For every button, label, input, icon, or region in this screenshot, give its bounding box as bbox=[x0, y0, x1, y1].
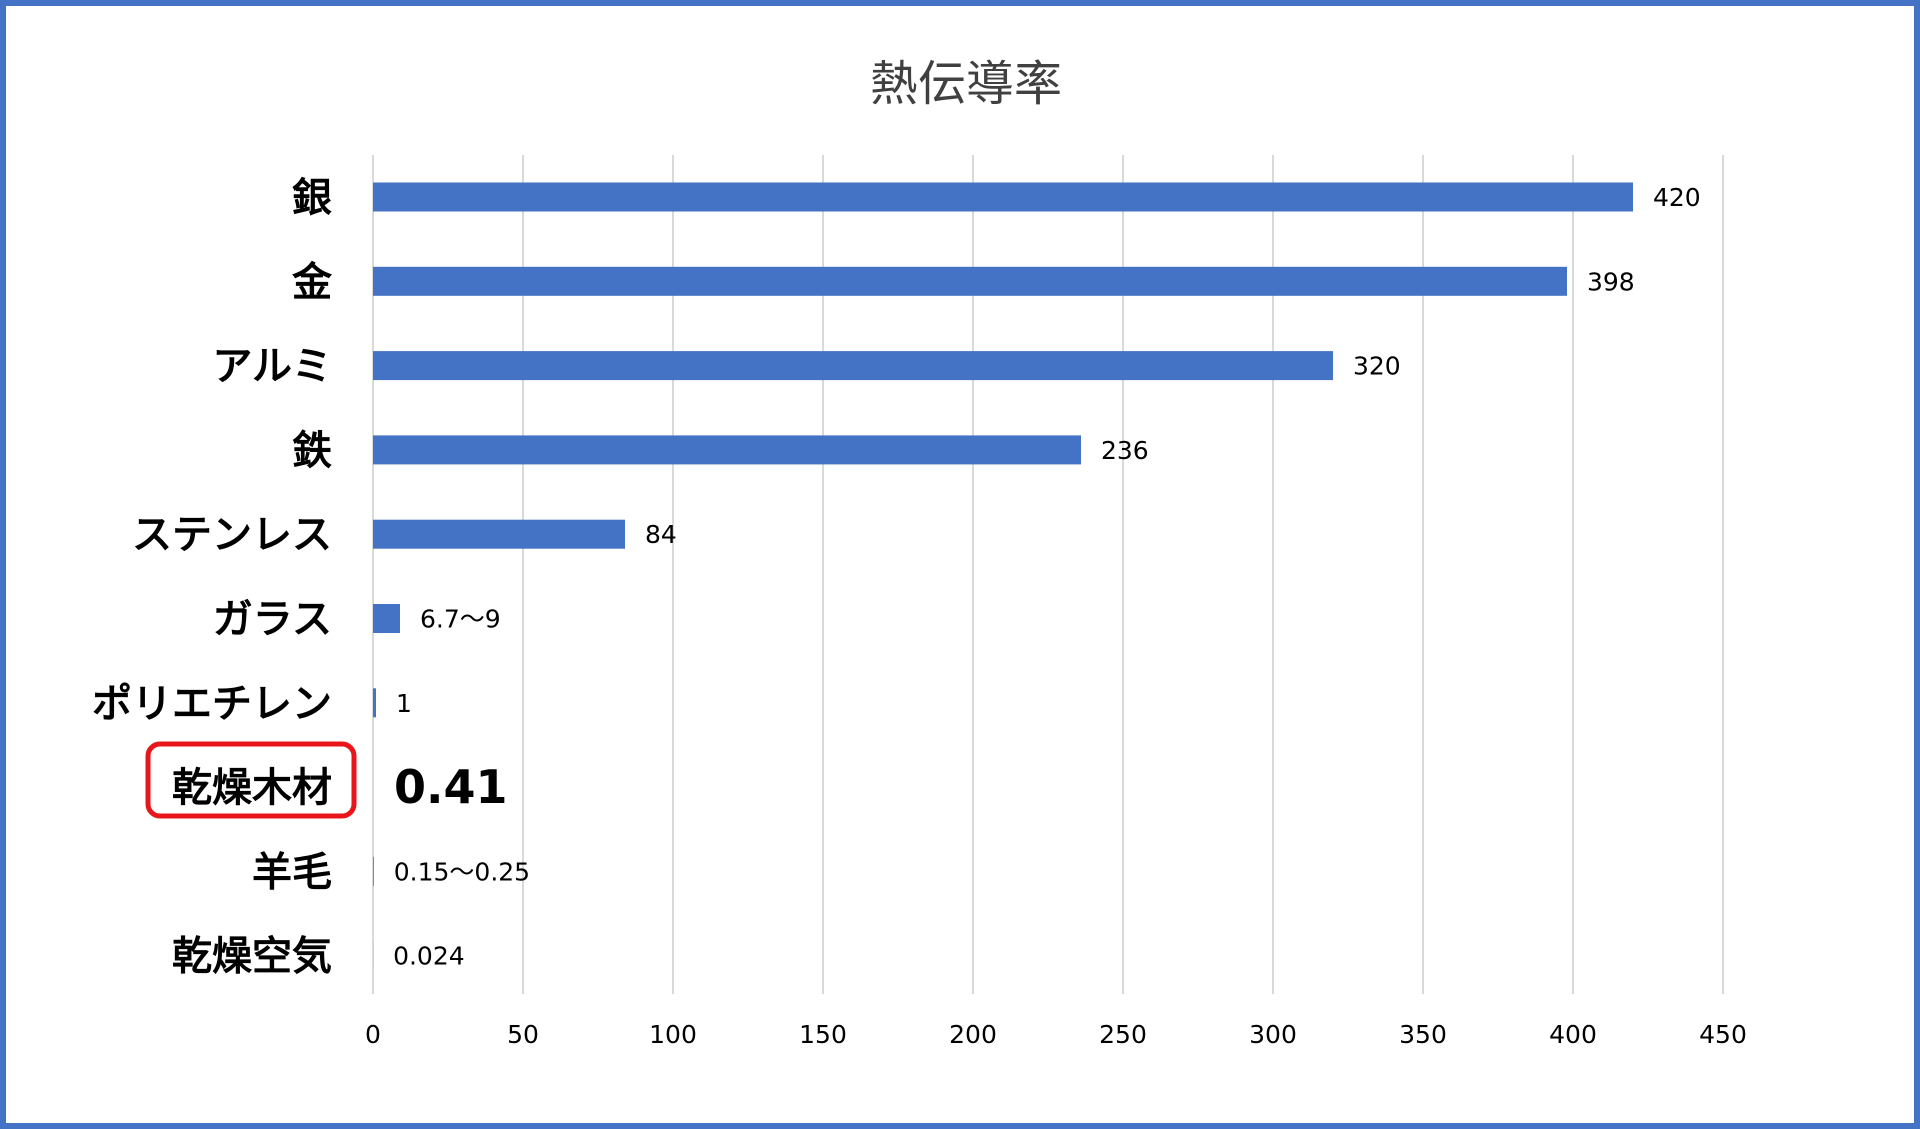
data-labels: 420 398 320 236 84 6.7～9 1 0.41 0.15～0.25 0.024 bbox=[393, 183, 1701, 971]
bar bbox=[373, 266, 1567, 296]
x-tick-label: 0 bbox=[365, 1020, 381, 1049]
data-label: 0.15～0.25 bbox=[394, 857, 530, 886]
x-tick-label: 50 bbox=[507, 1020, 539, 1049]
x-tick-label: 200 bbox=[949, 1020, 997, 1049]
chart-plot: 420 398 320 236 84 6.7～9 1 0.41 0.15～0.25 0.024 銀… bbox=[92, 155, 1747, 1049]
category-label: ステンレス bbox=[132, 512, 332, 558]
x-tick-label: 450 bbox=[1699, 1020, 1747, 1049]
bar bbox=[373, 182, 1633, 212]
bar bbox=[373, 435, 1081, 465]
data-label: 398 bbox=[1587, 267, 1635, 296]
x-tick-label: 150 bbox=[799, 1020, 847, 1049]
x-tick-label: 100 bbox=[649, 1020, 697, 1049]
category-label: アルミ bbox=[212, 344, 332, 390]
highlighted-data-label: 0.41 bbox=[394, 760, 508, 814]
data-label: 320 bbox=[1353, 352, 1401, 381]
category-label: 乾燥木材 bbox=[172, 765, 332, 811]
bar bbox=[373, 604, 400, 633]
bar bbox=[373, 688, 376, 718]
data-label: 420 bbox=[1653, 183, 1701, 212]
category-label: ポリエチレン bbox=[92, 681, 332, 727]
data-label: 1 bbox=[396, 689, 412, 718]
bar bbox=[373, 351, 1333, 381]
category-label: 乾燥空気 bbox=[172, 934, 332, 980]
highlight-box bbox=[145, 741, 357, 819]
x-tick-label: 300 bbox=[1249, 1020, 1297, 1049]
x-tick-label: 400 bbox=[1549, 1020, 1597, 1049]
chart-title: 熱伝導率 bbox=[869, 56, 1062, 112]
x-tick-label: 250 bbox=[1099, 1020, 1147, 1049]
category-label: ガラス bbox=[213, 597, 332, 643]
bar bbox=[373, 856, 374, 886]
bars bbox=[373, 182, 1633, 971]
data-label: 6.7～9 bbox=[420, 605, 501, 634]
data-label: 236 bbox=[1101, 436, 1149, 465]
x-tick-labels: 0 50 100 150 200 250 300 350 400 450 bbox=[365, 1020, 1747, 1049]
bar bbox=[373, 519, 625, 549]
category-label: 銀 bbox=[292, 175, 332, 221]
x-tick-label: 350 bbox=[1399, 1020, 1447, 1049]
category-label: 羊毛 bbox=[252, 849, 332, 895]
category-label: 金 bbox=[291, 259, 333, 305]
data-label: 0.024 bbox=[393, 942, 465, 971]
category-label: 鉄 bbox=[292, 428, 332, 474]
data-label: 84 bbox=[645, 520, 677, 549]
